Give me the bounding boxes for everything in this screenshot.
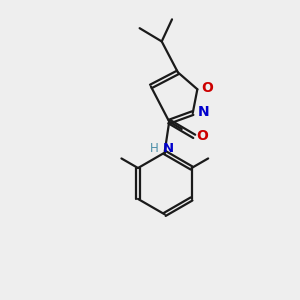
Text: N: N: [197, 106, 209, 119]
Text: H: H: [150, 142, 158, 155]
Text: O: O: [202, 81, 213, 95]
Text: N: N: [162, 142, 174, 155]
Text: O: O: [196, 129, 208, 143]
